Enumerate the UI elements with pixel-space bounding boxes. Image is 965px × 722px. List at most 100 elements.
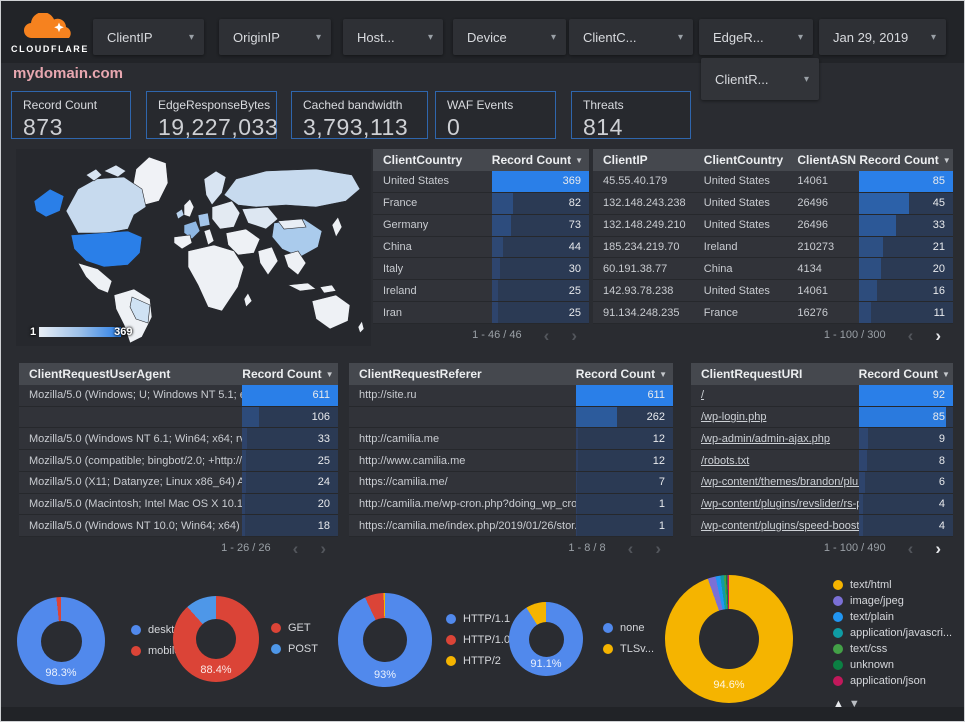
donut-ring[interactable]: 98.3% — [17, 597, 105, 685]
column-header-clientasn: ClientASN — [797, 153, 857, 167]
table-cell: United States — [383, 175, 450, 188]
donut-ring[interactable]: 88.4% — [173, 596, 259, 682]
donut-ring[interactable]: 94.6% — [665, 575, 793, 703]
map-mongolia — [277, 218, 307, 230]
legend-item-label: text/plain — [850, 610, 895, 623]
table-row: 45.55.40.179 United States 14061 85 — [593, 171, 953, 193]
geo-map-container[interactable]: 1 369 — [16, 149, 371, 346]
uri-link[interactable]: /wp-content/plugins/speed-booste... — [701, 519, 859, 532]
map-scandinavia — [203, 170, 227, 206]
donut-hole — [196, 619, 236, 659]
record-count-cell: 1 — [575, 515, 673, 537]
table-cell[interactable]: /wp-content/plugins/speed-booste... — [691, 515, 859, 536]
record-count-bar — [858, 471, 865, 493]
legend-scroll-arrows: ▲▼ — [833, 698, 952, 710]
filter-chip-clientr[interactable]: ClientR... ▾ — [701, 58, 819, 100]
record-count-bar — [859, 302, 872, 324]
map-scale-max: 369 — [114, 326, 133, 338]
record-count-value: 25 — [568, 284, 581, 297]
record-count-value: 18 — [317, 519, 330, 532]
pagination-next-button[interactable]: › — [655, 538, 661, 558]
table-pagination: 1 - 26 / 26 ‹ › — [19, 537, 338, 559]
table-cell[interactable]: /wp-admin/admin-ajax.php — [691, 428, 859, 449]
table-cell: 60.191.38.77 — [603, 262, 668, 275]
sort-desc-icon: ▼ — [942, 156, 951, 165]
record-count-cell: 4 — [858, 515, 953, 537]
filter-chip-originip[interactable]: OriginIP ▾ — [219, 19, 331, 55]
pagination-prev-button[interactable]: ‹ — [292, 538, 299, 558]
cloudflare-cloud-icon — [24, 12, 71, 38]
record-count-cell: 18 — [242, 515, 338, 537]
filter-chip-device[interactable]: Device ▾ — [453, 19, 566, 55]
column-header-record-count[interactable]: Record Count ▼ — [242, 367, 334, 381]
table-cell[interactable]: /wp-content/plugins/revslider/rs-p... — [691, 494, 859, 515]
table-cell: https://camilia.me/index.php/2019/01/26/… — [359, 519, 576, 532]
table-header-row: ClientIP ClientCountry ClientASN Record Cou… — [593, 149, 953, 171]
legend-scroll-down-icon[interactable]: ▼ — [848, 698, 865, 710]
filter-chip-clientc[interactable]: ClientC... ▾ — [569, 19, 693, 55]
filter-chip-host[interactable]: Host... ▾ — [343, 19, 443, 55]
table-cell: Mozilla/5.0 (Macintosh; Intel Mac OS X 1… — [29, 497, 243, 510]
filter-chip-clientip[interactable]: ClientIP ▾ — [93, 19, 204, 55]
table-row: /wp-content/themes/brandon/plu... 6 — [691, 471, 953, 494]
legend-item-label: image/jpeg — [850, 594, 904, 607]
table-cell — [349, 407, 576, 428]
table-row: 185.234.219.70 Ireland 210273 21 — [593, 236, 953, 259]
donut-chart-5: 94.6% text/html image/jpeg text/plain applic… — [665, 575, 952, 710]
legend-color-dot — [446, 613, 456, 624]
pagination-prev-button[interactable]: ‹ — [627, 538, 634, 558]
table-cell: France — [703, 306, 739, 319]
pagination-next-button[interactable]: › — [571, 325, 577, 345]
legend-item: application/javascri... — [833, 627, 952, 640]
table-row: Mozilla/5.0 (Macintosh; Intel Mac OS X 1… — [19, 493, 338, 516]
record-count-cell: 33 — [242, 428, 338, 450]
legend-scroll-up-icon[interactable]: ▲ — [833, 698, 849, 710]
donut-ring[interactable]: 91.1% — [509, 602, 583, 676]
filter-chip-date-range[interactable]: Jan 29, 2019 ▾ — [819, 19, 946, 55]
pagination-next-button[interactable]: › — [320, 538, 326, 558]
donut-hole — [363, 618, 407, 662]
dropdown-caret-icon: ▾ — [315, 31, 321, 43]
donut-percent-label: 98.3% — [45, 667, 77, 679]
column-header-record-count[interactable]: Record Count ▼ — [858, 367, 950, 381]
column-header-record-count[interactable]: Record Count ▼ — [859, 153, 951, 167]
column-header-record-count[interactable]: Record Count ▼ — [491, 153, 584, 167]
dropdown-caret-icon: ▾ — [188, 31, 194, 43]
filter-chip-edger[interactable]: EdgeR... ▾ — [699, 19, 813, 55]
record-count-value: 4 — [938, 519, 945, 532]
uri-link[interactable]: /wp-admin/admin-ajax.php — [701, 432, 831, 445]
uri-link[interactable]: /wp-content/themes/brandon/plu... — [701, 476, 859, 489]
scorecard-label: Threats — [583, 98, 624, 112]
sort-desc-icon: ▼ — [325, 370, 334, 379]
donut-chart-4: 91.1% none TLSv... — [509, 602, 654, 676]
pagination-next-button[interactable]: › — [935, 538, 941, 558]
pagination-prev-button[interactable]: ‹ — [907, 325, 914, 345]
table-cell: http://www.camilia.me — [359, 454, 466, 467]
uri-link[interactable]: /wp-login.php — [701, 411, 767, 424]
pagination-prev-button[interactable]: ‹ — [543, 325, 550, 345]
table-cell: Mozilla/5.0 (Windows NT 6.1; Win64; x64;… — [29, 432, 242, 445]
table-cell: Ireland — [703, 241, 738, 253]
record-count-value: 611 — [647, 389, 665, 402]
pagination-next-button[interactable]: › — [935, 325, 941, 345]
donut-chart-1: 98.3% deskt... mobile — [17, 597, 183, 685]
table-cell[interactable]: / — [691, 385, 859, 406]
record-count-bar — [575, 471, 577, 493]
legend-item-label: text/css — [850, 642, 888, 655]
table-cell[interactable]: /wp-login.php — [691, 407, 859, 428]
record-count-bar — [858, 515, 863, 537]
uri-link[interactable]: /wp-content/plugins/revslider/rs-p... — [701, 497, 859, 510]
filter-chip-originip-label: OriginIP — [233, 29, 280, 45]
pagination-prev-button[interactable]: ‹ — [907, 538, 914, 558]
record-count-value: 12 — [652, 454, 665, 467]
filter-chip-clientc-label: ClientC... — [583, 29, 637, 45]
table-row: 91.134.248.235 France 16276 11 — [593, 302, 953, 325]
uri-link[interactable]: /robots.txt — [701, 454, 750, 467]
table-row: /robots.txt 8 — [691, 450, 953, 472]
donut-ring[interactable]: 93% — [338, 593, 432, 687]
table-cell[interactable]: /robots.txt — [691, 450, 859, 471]
column-header-record-count[interactable]: Record Count ▼ — [575, 367, 668, 381]
table-cell[interactable]: /wp-content/themes/brandon/plu... — [691, 472, 859, 493]
uri-link[interactable]: / — [701, 389, 705, 402]
